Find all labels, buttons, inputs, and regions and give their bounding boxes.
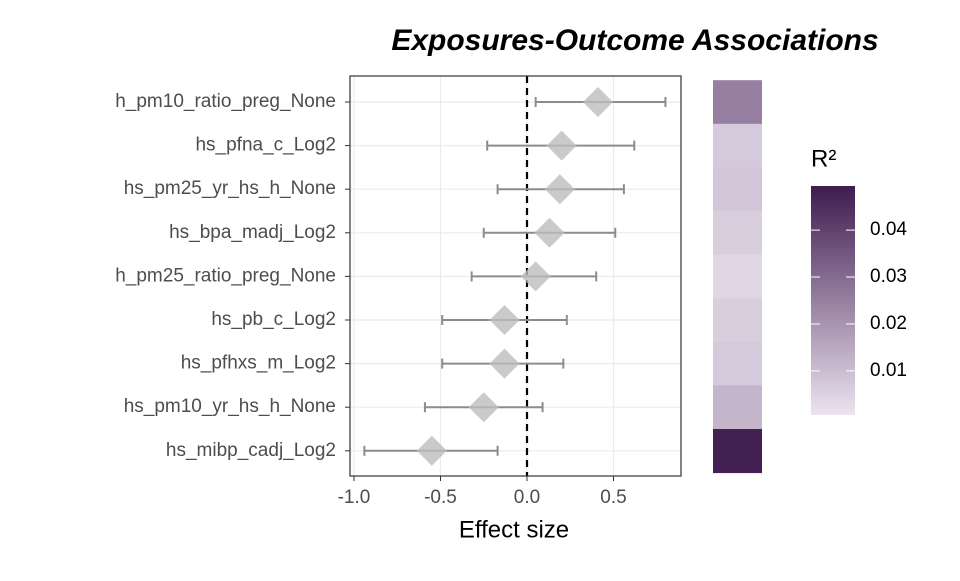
colorbar-label: 0.04 <box>870 219 907 240</box>
heat-cell <box>713 429 762 474</box>
heat-cell <box>713 341 762 386</box>
point <box>416 435 447 466</box>
heat-cell <box>713 254 762 299</box>
colorbar-label: 0.02 <box>870 313 907 334</box>
heat-cell <box>713 123 762 168</box>
x-tick-label: -1.0 <box>338 487 371 508</box>
heat-cell <box>713 385 762 430</box>
x-tick-label: -0.5 <box>424 487 457 508</box>
x-tick-label: 0.0 <box>514 487 540 508</box>
y-tick-label: h_pm25_ratio_preg_None <box>115 265 336 286</box>
y-tick-label: hs_mibp_cadj_Log2 <box>166 440 336 461</box>
y-tick-label: hs_pfhxs_m_Log2 <box>181 353 336 374</box>
point <box>468 392 499 423</box>
y-tick-label: hs_pm10_yr_hs_h_None <box>124 396 336 417</box>
point <box>546 130 577 161</box>
heat-cell <box>713 211 762 256</box>
y-tick-label: hs_pfna_c_Log2 <box>195 135 336 156</box>
point <box>489 348 520 379</box>
legend-title: R² <box>811 145 836 172</box>
point <box>489 305 520 335</box>
x-axis-label: Effect size <box>459 516 569 543</box>
chart-title: Exposures-Outcome Associations <box>391 24 878 57</box>
point <box>582 87 613 117</box>
y-tick-label: hs_pb_c_Log2 <box>211 309 336 330</box>
x-tick-label: 0.5 <box>600 487 626 508</box>
point <box>520 261 551 292</box>
colorbar-label: 0.03 <box>870 266 907 287</box>
panel-border <box>349 75 682 477</box>
y-tick-label: h_pm10_ratio_preg_None <box>115 91 336 112</box>
heat-cell <box>713 167 762 212</box>
point <box>544 174 575 205</box>
y-tick-label: hs_pm25_yr_hs_h_None <box>124 178 336 199</box>
heat-cell <box>713 298 762 343</box>
colorbar <box>811 186 855 415</box>
heat-cell <box>713 80 762 125</box>
colorbar-label: 0.01 <box>870 360 907 381</box>
point <box>534 217 565 248</box>
y-tick-label: hs_bpa_madj_Log2 <box>169 222 336 243</box>
